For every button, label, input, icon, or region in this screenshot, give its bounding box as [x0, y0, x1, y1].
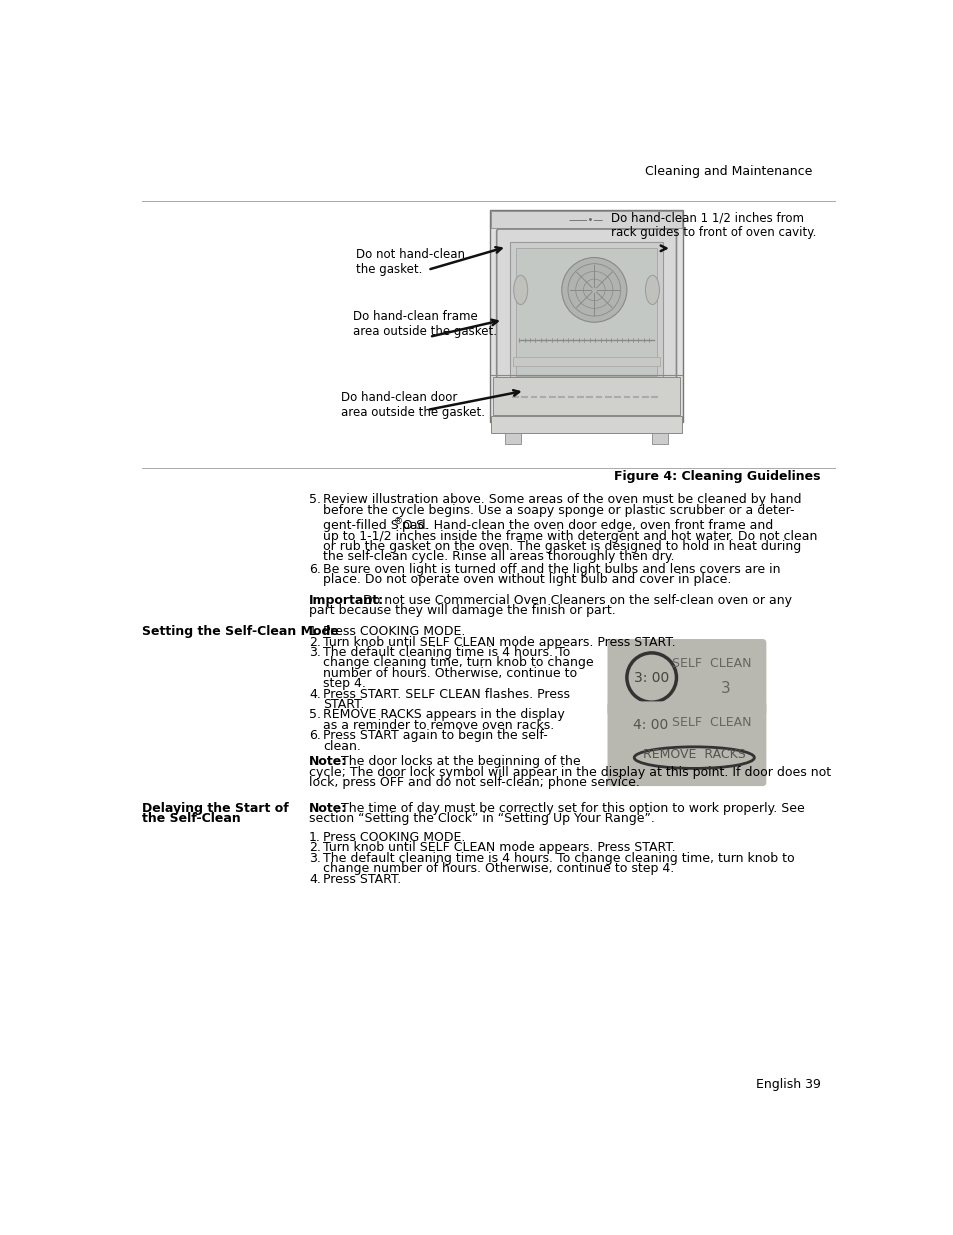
- Text: The default cleaning time is 4 hours. To: The default cleaning time is 4 hours. To: [323, 646, 570, 659]
- Text: Press START. SELF CLEAN flashes. Press: Press START. SELF CLEAN flashes. Press: [323, 688, 570, 700]
- Text: Be sure oven light is turned off and the light bulbs and lens covers are in: Be sure oven light is turned off and the…: [323, 563, 780, 576]
- Text: Review illustration above. Some areas of the oven must be cleaned by hand: Review illustration above. Some areas of…: [323, 493, 801, 506]
- Bar: [516, 248, 657, 377]
- Text: Cleaning and Maintenance: Cleaning and Maintenance: [645, 165, 812, 178]
- Text: 3.: 3.: [309, 646, 320, 659]
- FancyBboxPatch shape: [607, 701, 765, 787]
- Text: 6.: 6.: [309, 563, 320, 576]
- Text: Do hand-clean door
area outside the gasket.: Do hand-clean door area outside the gask…: [340, 390, 484, 419]
- Text: Turn knob until SELF CLEAN mode appears. Press START.: Turn knob until SELF CLEAN mode appears.…: [323, 636, 675, 648]
- Text: The door locks at the beginning of the: The door locks at the beginning of the: [336, 755, 580, 768]
- Bar: [652, 433, 667, 443]
- Text: gent-filled S.O.S.: gent-filled S.O.S.: [323, 519, 428, 532]
- Text: 5.: 5.: [309, 709, 321, 721]
- Text: SELF  CLEAN: SELF CLEAN: [672, 657, 751, 669]
- Text: lock, press OFF and do not self-clean; phone service.: lock, press OFF and do not self-clean; p…: [309, 776, 639, 789]
- Text: part because they will damage the finish or part.: part because they will damage the finish…: [309, 604, 616, 618]
- Ellipse shape: [645, 275, 659, 305]
- Text: 3: 3: [720, 682, 730, 697]
- Text: ®: ®: [394, 516, 402, 526]
- Text: 6.: 6.: [309, 729, 320, 742]
- Text: Do not use Commercial Oven Cleaners on the self-clean oven or any: Do not use Commercial Oven Cleaners on t…: [358, 594, 791, 606]
- Text: 2.: 2.: [309, 841, 320, 855]
- Text: section “Setting the Clock” in “Setting Up Your Range”.: section “Setting the Clock” in “Setting …: [309, 813, 655, 825]
- Text: 4.: 4.: [309, 688, 320, 700]
- Text: Delaying the Start of: Delaying the Start of: [142, 802, 289, 815]
- Text: Do hand-clean frame
area outside the gasket.: Do hand-clean frame area outside the gas…: [353, 310, 497, 338]
- Text: the self-clean cycle. Rinse all areas thoroughly then dry.: the self-clean cycle. Rinse all areas th…: [323, 551, 674, 563]
- Text: up to 1-1/2 inches inside the frame with detergent and hot water. Do not clean: up to 1-1/2 inches inside the frame with…: [323, 530, 817, 542]
- Text: Do not hand-clean
the gasket.: Do not hand-clean the gasket.: [355, 248, 464, 277]
- Text: REMOVE RACKS appears in the display: REMOVE RACKS appears in the display: [323, 709, 564, 721]
- Text: Press START again to begin the self-: Press START again to begin the self-: [323, 729, 547, 742]
- Text: 4: 00: 4: 00: [633, 718, 668, 731]
- Text: 1.: 1.: [309, 625, 320, 638]
- Bar: [505, 433, 520, 443]
- Text: 3: 00: 3: 00: [634, 671, 669, 684]
- Text: Setting the Self-Clean Mode: Setting the Self-Clean Mode: [142, 625, 339, 638]
- Text: Note:: Note:: [309, 802, 347, 815]
- Text: English 39: English 39: [755, 1078, 820, 1091]
- Ellipse shape: [513, 275, 527, 305]
- Text: REMOVE  RACKS: REMOVE RACKS: [642, 748, 745, 761]
- Text: 3.: 3.: [309, 852, 320, 864]
- Text: Press START.: Press START.: [323, 873, 401, 885]
- FancyBboxPatch shape: [489, 210, 682, 421]
- Bar: [491, 211, 681, 228]
- Text: change cleaning time, turn knob to change: change cleaning time, turn knob to chang…: [323, 656, 593, 669]
- Text: place. Do not operate oven without light bulb and cover in place.: place. Do not operate oven without light…: [323, 573, 731, 587]
- Text: step 4.: step 4.: [323, 677, 366, 690]
- Text: clean.: clean.: [323, 740, 360, 752]
- Circle shape: [626, 653, 676, 703]
- FancyBboxPatch shape: [497, 228, 676, 395]
- Text: Press COOKING MODE.: Press COOKING MODE.: [323, 831, 465, 844]
- Text: as a reminder to remove oven racks.: as a reminder to remove oven racks.: [323, 719, 554, 731]
- Text: 2.: 2.: [309, 636, 320, 648]
- Text: 5.: 5.: [309, 493, 321, 506]
- Text: before the cycle begins. Use a soapy sponge or plastic scrubber or a deter-: before the cycle begins. Use a soapy spo…: [323, 504, 794, 516]
- Text: pad. Hand-clean the oven door edge, oven front frame and: pad. Hand-clean the oven door edge, oven…: [397, 519, 773, 532]
- Text: Turn knob until SELF CLEAN mode appears. Press START.: Turn knob until SELF CLEAN mode appears.…: [323, 841, 675, 855]
- Text: SELF  CLEAN: SELF CLEAN: [672, 716, 751, 729]
- Text: The time of day must be correctly set for this option to work properly. See: The time of day must be correctly set fo…: [336, 802, 804, 815]
- Text: or rub the gasket on the oven. The gasket is designed to hold in heat during: or rub the gasket on the oven. The gaske…: [323, 540, 801, 553]
- Text: change number of hours. Otherwise, continue to step 4.: change number of hours. Otherwise, conti…: [323, 862, 674, 876]
- Bar: [491, 416, 681, 433]
- Text: Do hand-clean 1 1/2 inches from
rack guides to front of oven cavity.: Do hand-clean 1 1/2 inches from rack gui…: [611, 211, 816, 240]
- Text: 4.: 4.: [309, 873, 320, 885]
- Text: 1.: 1.: [309, 831, 320, 844]
- Text: ——•—: ——•—: [568, 215, 603, 225]
- Bar: [513, 357, 659, 366]
- Text: The default cleaning time is 4 hours. To change cleaning time, turn knob to: The default cleaning time is 4 hours. To…: [323, 852, 794, 864]
- FancyBboxPatch shape: [607, 638, 765, 716]
- Bar: [493, 377, 679, 415]
- Text: number of hours. Otherwise, continue to: number of hours. Otherwise, continue to: [323, 667, 577, 679]
- Bar: [509, 242, 662, 383]
- Text: cycle; The door lock symbol will appear in the display at this point. If door do: cycle; The door lock symbol will appear …: [309, 766, 830, 778]
- Text: Important:: Important:: [309, 594, 384, 606]
- Ellipse shape: [634, 747, 754, 768]
- Text: Note:: Note:: [309, 755, 347, 768]
- Text: Figure 4: Cleaning Guidelines: Figure 4: Cleaning Guidelines: [614, 471, 820, 483]
- Circle shape: [561, 258, 626, 322]
- Text: Press COOKING MODE.: Press COOKING MODE.: [323, 625, 465, 638]
- Text: START.: START.: [323, 698, 364, 711]
- Text: the Self-Clean: the Self-Clean: [142, 813, 241, 825]
